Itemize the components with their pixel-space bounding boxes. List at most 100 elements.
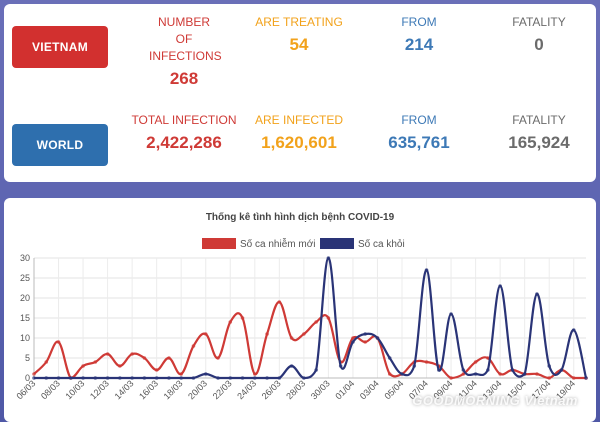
data-point [498,372,502,376]
data-point [142,356,147,360]
x-tick-label: 20/03 [186,378,209,401]
x-tick-label: 16/03 [137,378,160,401]
data-point [179,372,183,376]
stat-label: FROM [401,113,437,127]
vietnam-button[interactable]: VIETNAM [12,26,108,68]
stat-label: ARE TREATING [255,15,343,29]
stat-value: 54 [289,35,309,54]
watermark-logo: GOODMORNING Vietnam [412,393,578,408]
data-point [191,344,196,348]
y-tick-label: 15 [20,313,30,323]
data-point [81,376,85,380]
covid-line-chart: Số ca nhiễm mới Số ca khỏi 0 5 10 15 20 25 30 06/… [14,237,588,401]
data-point [277,300,282,304]
data-point [473,360,478,364]
data-point [44,360,49,364]
data-point [130,352,134,356]
data-point [351,340,355,344]
data-point [56,340,61,344]
legend-swatch [320,238,354,249]
data-point [191,376,196,380]
data-point [375,336,380,340]
x-tick-label: 12/03 [88,378,111,401]
legend-label: Số ca khỏi [358,238,405,250]
stat-value: 165,924 [508,133,570,152]
x-tick-label: 14/03 [113,378,136,401]
stat-value: 635,761 [388,133,450,152]
data-point [412,364,417,368]
data-point [437,368,441,372]
data-point [547,376,551,380]
data-point [93,360,98,364]
data-point [265,376,269,380]
data-point [449,312,453,316]
data-point [93,376,98,380]
vn-fatality-stat: FATALITY 0 [479,14,599,55]
data-point [56,376,61,380]
chart-title: Thống kê tình hình dịch bệnh COVID-19 [205,212,395,223]
x-tick-label: 24/03 [235,378,258,401]
data-point [216,356,220,360]
stat-label: FROM [401,15,437,29]
data-point [547,364,551,368]
data-point [571,376,576,380]
data-point [302,376,306,380]
world-infections-stat: TOTAL INFECTION 2,422,286 [124,112,244,153]
stat-label: NUMBER OF INFECTIONS [149,15,222,63]
x-tick-label: 28/03 [284,378,307,401]
x-tick-label: 01/04 [333,378,356,401]
y-tick-label: 20 [20,293,30,303]
vn-treating-stat: ARE TREATING 54 [239,14,359,55]
vn-recovered-stat: FROM 214 [359,14,479,55]
legend-swatch [202,238,236,249]
data-point [277,376,282,380]
data-point [289,336,294,340]
data-point [240,376,245,380]
x-tick-label: 08/03 [39,378,62,401]
x-tick-label: 18/03 [162,378,185,401]
data-point [400,372,404,376]
data-point [559,368,564,372]
world-recovered-stat: FROM 635,761 [359,112,479,153]
data-point [167,356,171,360]
data-point [130,376,134,380]
world-button[interactable]: WORLD [12,124,108,166]
data-point [253,372,257,376]
data-point [118,376,122,380]
data-point [510,368,515,372]
x-tick-label: 06/03 [14,378,37,401]
x-tick-label: 22/03 [211,378,234,401]
stats-panel: VIETNAM NUMBER OF INFECTIONS 268 ARE TRE… [4,4,596,182]
data-point [228,376,233,380]
data-point [387,356,392,360]
data-point [351,336,355,340]
y-tick-label: 30 [20,253,30,263]
world-infected-stat: ARE INFECTED 1,620,601 [239,112,359,153]
data-point [32,376,36,380]
data-point [167,376,171,380]
vn-infections-stat: NUMBER OF INFECTIONS 268 [124,14,244,89]
data-point [69,376,73,380]
world-fatality-stat: FATALITY 165,924 [479,112,599,153]
data-point [326,256,331,260]
stat-value: 0 [534,35,544,54]
data-point [571,328,576,332]
stat-value: 268 [169,69,199,88]
data-point [326,316,331,320]
data-point [81,364,85,368]
y-tick-label: 0 [25,373,30,383]
world-row: WORLD TOTAL INFECTION 2,422,286 ARE INFE… [4,112,596,182]
stat-value: 2,422,286 [146,133,222,152]
stat-value: 1,620,601 [261,133,337,152]
series-line [33,300,586,380]
data-point [105,376,110,380]
data-point [118,364,122,368]
x-tick-label: 26/03 [260,378,283,401]
data-point [522,372,527,376]
stat-label: TOTAL INFECTION [131,113,237,127]
data-point [535,372,539,376]
data-point [584,376,588,380]
y-tick-label: 10 [20,333,30,343]
y-tick-label: 25 [20,273,30,283]
y-tick-label: 5 [25,353,30,363]
